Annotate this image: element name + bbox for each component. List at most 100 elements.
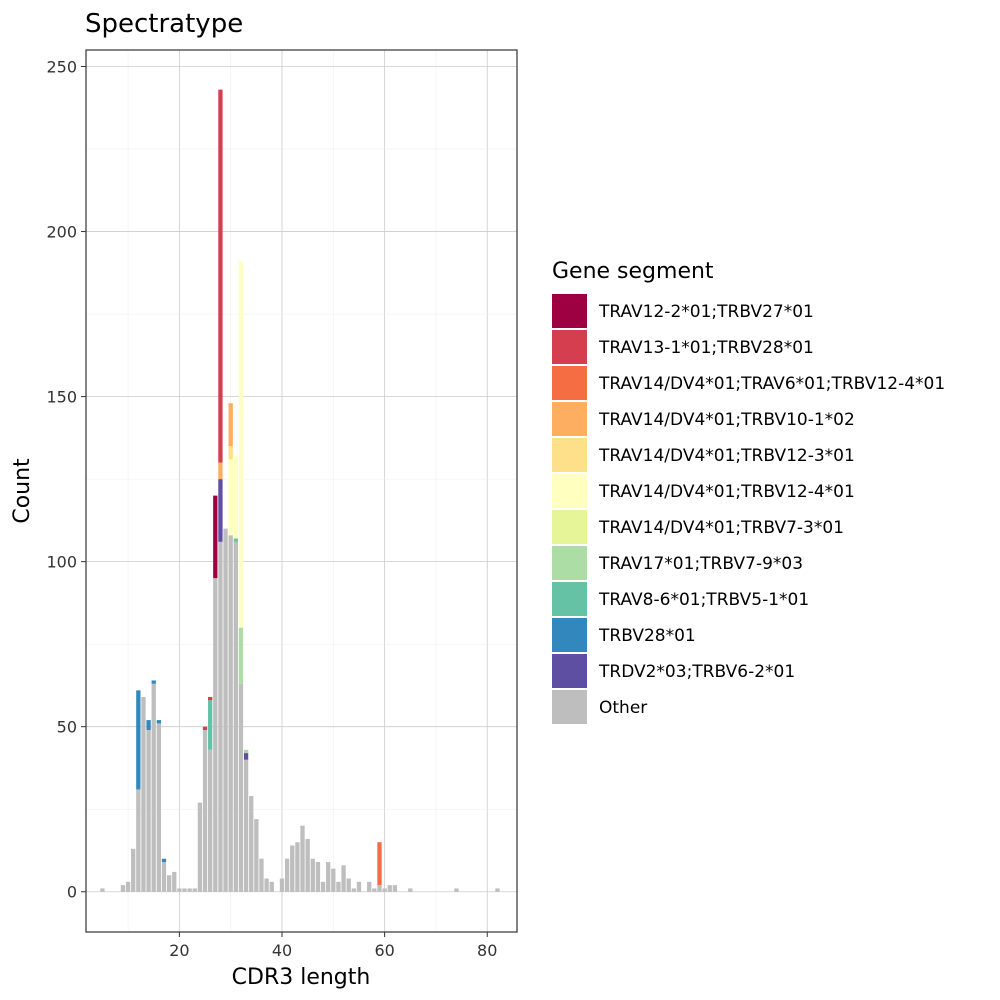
plot-panel xyxy=(85,49,518,933)
bar-segment xyxy=(310,858,315,892)
legend-title: Gene segment xyxy=(552,259,714,284)
bar-segment xyxy=(233,538,238,542)
bar-segment xyxy=(208,749,213,892)
bar-segment xyxy=(238,627,244,684)
bar-segment xyxy=(151,683,156,892)
legend-items: TRAV12-2*01;TRBV27*01 TRAV13-1*01;TRBV28*… xyxy=(552,294,945,724)
legend-swatch xyxy=(552,690,587,724)
bar-segment xyxy=(141,696,146,892)
bar-segment xyxy=(120,885,126,892)
bar-segment xyxy=(346,878,351,892)
x-tick-label: 60 xyxy=(374,941,394,960)
bar-segment xyxy=(202,726,208,730)
x-tick-label: 80 xyxy=(477,941,497,960)
bar-segment xyxy=(254,819,259,892)
bar-segment xyxy=(136,690,141,790)
legend-label: Other xyxy=(599,698,647,718)
x-axis-title: CDR3 length xyxy=(232,965,371,990)
legend-swatch xyxy=(552,618,587,652)
bar-segment xyxy=(356,881,362,892)
bar-segment xyxy=(408,888,413,892)
legend-label: TRDV2*03;TRBV6-2*01 xyxy=(598,662,795,682)
bar-segment xyxy=(300,825,305,892)
y-axis-title: Count xyxy=(10,458,35,524)
y-tick-label: 100 xyxy=(46,553,77,572)
bar-segment xyxy=(249,796,254,892)
y-axis: 0 50 100 150 200 250 xyxy=(46,58,86,902)
bar-segment xyxy=(233,541,238,892)
bar-segment xyxy=(238,261,244,628)
bar-segment xyxy=(136,789,141,892)
plot-border xyxy=(85,49,518,933)
legend-swatch xyxy=(552,294,587,328)
bar-segment xyxy=(208,700,213,750)
bar-segment xyxy=(213,578,218,892)
bar-segment xyxy=(377,885,382,892)
bar-segment xyxy=(223,528,228,892)
bar-segment xyxy=(233,456,238,539)
bar-segment xyxy=(228,446,233,460)
legend-swatch xyxy=(552,366,587,400)
bar-segment xyxy=(269,881,274,892)
bar-segment xyxy=(161,862,167,892)
legend-label: TRAV8-6*01;TRBV5-1*01 xyxy=(598,590,809,610)
bar-segment xyxy=(382,888,387,892)
bar-segment xyxy=(146,729,151,892)
bar-segment xyxy=(387,885,392,892)
y-tick-label: 200 xyxy=(46,223,77,242)
bar-segment xyxy=(238,683,244,892)
bar-segment xyxy=(351,888,356,892)
bar-segment xyxy=(218,479,223,542)
legend-swatch xyxy=(552,510,587,544)
bar-segment xyxy=(177,888,182,892)
bar-segment xyxy=(367,881,372,892)
legend-label: TRAV14/DV4*01;TRBV7-3*01 xyxy=(598,518,844,538)
bar-segment xyxy=(243,759,249,892)
bar-segment xyxy=(197,802,203,892)
y-tick-label: 250 xyxy=(46,58,77,77)
legend-swatch xyxy=(552,582,587,616)
bar-segment xyxy=(326,862,331,892)
y-tick-label: 0 xyxy=(67,883,77,902)
legend-swatch xyxy=(552,474,587,508)
bar-segment xyxy=(320,881,326,892)
bar-segment xyxy=(392,885,398,892)
bar-segment xyxy=(290,845,295,892)
bar-segment xyxy=(377,842,382,886)
bar-segment xyxy=(208,696,213,701)
bar-segment xyxy=(125,881,131,892)
bar-segment xyxy=(228,535,233,892)
bar-segment xyxy=(372,888,377,892)
bar-segment xyxy=(187,888,192,892)
bar-segment xyxy=(228,403,233,447)
legend-swatch xyxy=(552,438,587,472)
legend-swatch xyxy=(552,546,587,580)
legend-label: TRAV13-1*01;TRBV28*01 xyxy=(598,338,814,358)
y-tick-label: 50 xyxy=(57,718,77,737)
legend-label: TRAV14/DV4*01;TRBV10-1*02 xyxy=(598,410,855,430)
bar-segment xyxy=(279,878,285,892)
bar-segment xyxy=(192,888,197,892)
chart-title: Spectratype xyxy=(85,9,243,39)
bar-segment xyxy=(202,729,208,892)
legend: Gene segment TRAV12-2*01;TRBV27*01 TRAV13… xyxy=(552,259,945,724)
bars-layer xyxy=(100,89,500,892)
x-tick-label: 40 xyxy=(272,941,292,960)
bar-segment xyxy=(151,680,156,684)
bar-segment xyxy=(336,881,341,892)
bar-segment xyxy=(156,723,162,892)
bar-segment xyxy=(454,888,459,892)
bar-segment xyxy=(156,720,162,724)
legend-swatch xyxy=(552,654,587,688)
bar-segment xyxy=(264,878,269,892)
bar-segment xyxy=(146,720,151,730)
legend-label: TRBV28*01 xyxy=(598,626,696,646)
bar-segment xyxy=(259,858,264,892)
x-tick-label: 20 xyxy=(169,941,189,960)
legend-label: TRAV14/DV4*01;TRBV12-3*01 xyxy=(598,446,855,466)
bar-segment xyxy=(166,875,172,892)
x-axis: 20 40 60 80 xyxy=(169,932,497,960)
bar-segment xyxy=(182,888,187,892)
bar-segment xyxy=(305,838,310,892)
bar-segment xyxy=(131,848,136,892)
